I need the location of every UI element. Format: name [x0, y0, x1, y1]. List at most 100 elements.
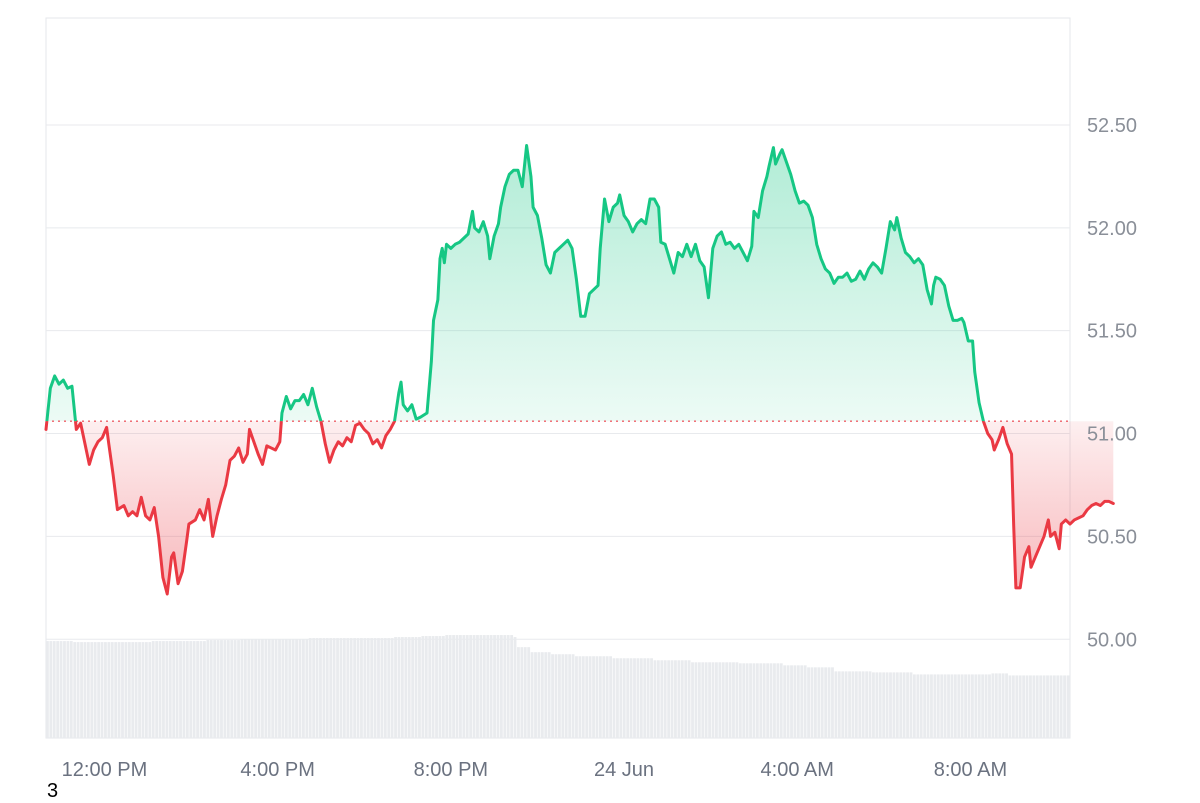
volume-bar [537, 652, 541, 738]
volume-bar [206, 640, 210, 738]
volume-bar [967, 674, 971, 738]
volume-bar [418, 637, 421, 738]
volume-bar [441, 636, 445, 738]
volume-bar [612, 658, 616, 738]
volume-bar [646, 658, 650, 738]
volume-bar [1063, 675, 1066, 738]
volume-bar [189, 641, 193, 738]
volume-bar [377, 638, 380, 738]
volume-bar [933, 674, 937, 738]
volume-bar [308, 638, 312, 738]
volume-bar [1049, 675, 1053, 738]
volume-bar [820, 667, 824, 738]
volume-bar [394, 637, 397, 738]
volume-bar [1001, 673, 1005, 738]
volume-bar [643, 658, 647, 738]
volume-bar [342, 638, 346, 738]
volume-bar [213, 640, 217, 738]
volume-bar [223, 640, 227, 738]
volume-bar [1018, 675, 1022, 738]
volume-bar [875, 672, 879, 738]
x-tick-label: 8:00 AM [934, 759, 1007, 781]
volume-bar [179, 641, 182, 738]
volume-bar [390, 638, 394, 738]
volume-bar [950, 674, 954, 738]
volume-bar [353, 638, 357, 738]
volume-bar [182, 641, 186, 738]
volume-bar [991, 673, 995, 738]
volume-bar [305, 639, 309, 738]
volume-bar [243, 639, 247, 738]
volume-bar [462, 635, 466, 738]
volume-bar [994, 673, 998, 738]
x-tick-label: 24 Jun [594, 759, 654, 781]
volume-bar [1025, 675, 1029, 738]
volume-bar [803, 665, 807, 738]
volume-bar [469, 635, 473, 738]
volume-bar [981, 674, 985, 738]
volume-bar [721, 662, 725, 738]
volume-bar [540, 652, 544, 738]
volume-bar [1056, 675, 1060, 738]
volume-bar [592, 656, 595, 738]
volume-bar [964, 674, 967, 738]
volume-bar [278, 639, 281, 738]
volume-bar [656, 660, 660, 738]
volume-bar [571, 654, 575, 738]
volume-bar [854, 671, 858, 738]
volume-bar [841, 671, 845, 738]
volume-bar [499, 635, 503, 738]
volume-bar [735, 662, 739, 738]
volume-bar [141, 642, 145, 738]
volume-bar [585, 656, 589, 738]
volume-bar [452, 635, 455, 738]
volume-bar [1029, 675, 1032, 738]
volume-bar [325, 638, 329, 738]
volume-bar [319, 638, 322, 738]
volume-bar [1052, 675, 1056, 738]
volume-bar [76, 642, 80, 738]
volume-bar [438, 636, 442, 738]
volume-bar [387, 638, 391, 738]
volume-bar [708, 662, 711, 738]
volume-bar [168, 641, 172, 738]
volume-bar [83, 642, 87, 738]
volume-bar [725, 662, 729, 738]
volume-bar [196, 641, 199, 738]
volume-bar [564, 654, 568, 738]
volume-bar [629, 658, 633, 738]
x-tick-label: 12:00 PM [62, 759, 148, 781]
volume-bar [745, 663, 749, 738]
volume-bar [923, 674, 927, 738]
volume-bar [162, 641, 165, 738]
volume-bar [400, 637, 404, 738]
volume-bar [151, 641, 155, 738]
volume-bar [155, 641, 159, 738]
volume-bar [407, 637, 411, 738]
volume-bar [86, 642, 90, 738]
volume-bar [295, 639, 298, 738]
volume-bar [110, 642, 114, 738]
volume-bar [349, 638, 353, 738]
volume-bar [650, 658, 653, 738]
volume-bar [906, 672, 909, 738]
volume-bar [680, 660, 684, 738]
volume-bar [329, 638, 333, 738]
volume-bar [1008, 675, 1012, 738]
volume-bar [701, 662, 705, 738]
volume-bar [704, 662, 708, 738]
volume-bar [793, 665, 797, 738]
volume-bar [121, 642, 124, 738]
volume-bar [602, 656, 606, 738]
volume-bar [63, 641, 66, 738]
volume-bar [598, 656, 602, 738]
volume-bar [837, 671, 841, 738]
volume-bar [834, 671, 838, 738]
volume-bar [639, 658, 643, 738]
volume-bar [459, 635, 462, 738]
volume-bar [199, 641, 203, 738]
volume-bar [383, 638, 387, 738]
volume-bar [926, 674, 930, 738]
volume-bar [844, 671, 848, 738]
